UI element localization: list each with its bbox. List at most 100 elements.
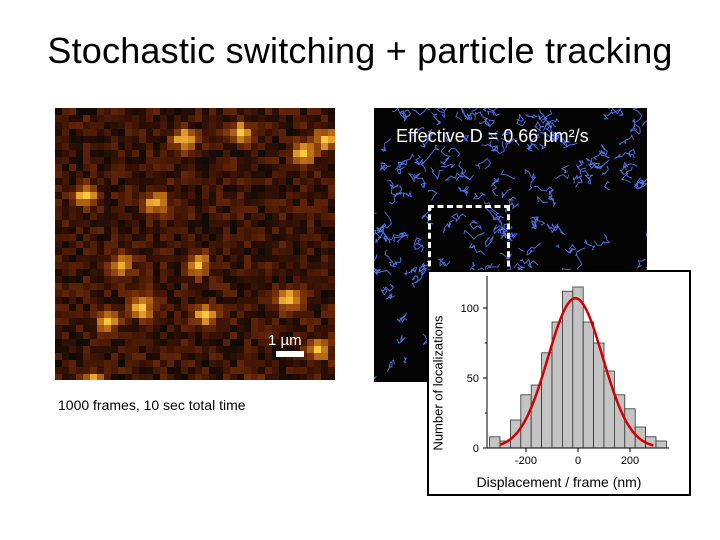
fluor-pixel — [230, 115, 237, 122]
fluor-pixel — [223, 164, 230, 171]
fluor-pixel — [69, 262, 76, 269]
fluor-pixel — [90, 164, 97, 171]
fluor-pixel — [55, 143, 62, 150]
fluor-pixel — [174, 318, 181, 325]
fluor-pixel — [230, 255, 237, 262]
fluor-pixel — [90, 122, 97, 129]
fluor-pixel — [160, 143, 167, 150]
particle-track — [490, 177, 500, 187]
fluor-pixel — [181, 255, 188, 262]
fluor-pixel — [286, 262, 293, 269]
fluor-pixel — [293, 115, 300, 122]
fluor-pixel — [230, 346, 237, 353]
fluor-pixel — [125, 143, 132, 150]
fluor-pixel — [230, 332, 237, 339]
fluor-pixel — [146, 192, 153, 199]
fluor-pixel — [321, 262, 328, 269]
fluor-pixel — [209, 353, 216, 360]
fluor-pixel — [300, 150, 307, 157]
fluor-pixel — [258, 318, 265, 325]
fluor-pixel — [314, 367, 321, 374]
fluor-pixel — [321, 213, 328, 220]
fluor-pixel — [153, 283, 160, 290]
fluor-pixel — [111, 339, 118, 346]
fluor-pixel — [69, 143, 76, 150]
fluor-pixel — [181, 276, 188, 283]
fluor-pixel — [90, 115, 97, 122]
fluor-pixel — [83, 318, 90, 325]
fluor-pixel — [244, 213, 251, 220]
fluor-pixel — [216, 171, 223, 178]
fluor-pixel — [265, 346, 272, 353]
fluor-pixel — [300, 374, 307, 380]
fluor-pixel — [76, 178, 83, 185]
particle-track — [519, 258, 539, 269]
fluor-pixel — [181, 304, 188, 311]
fluor-pixel — [300, 360, 307, 367]
fluor-pixel — [258, 339, 265, 346]
fluor-pixel — [125, 374, 132, 380]
fluor-pixel — [125, 290, 132, 297]
fluor-pixel — [258, 206, 265, 213]
fluor-pixel — [76, 269, 83, 276]
fluor-pixel — [167, 171, 174, 178]
fluor-pixel — [216, 339, 223, 346]
fluor-pixel — [328, 185, 335, 192]
fluor-pixel — [230, 304, 237, 311]
fluor-pixel — [90, 374, 97, 380]
fluor-pixel — [202, 318, 209, 325]
fluor-pixel — [153, 339, 160, 346]
fluor-pixel — [307, 325, 314, 332]
fluor-pixel — [55, 185, 62, 192]
fluor-pixel — [125, 241, 132, 248]
fluor-pixel — [314, 297, 321, 304]
fluor-pixel — [272, 108, 279, 115]
fluor-pixel — [237, 304, 244, 311]
fluor-pixel — [118, 297, 125, 304]
fluor-pixel — [125, 283, 132, 290]
fluor-pixel — [244, 367, 251, 374]
fluor-pixel — [328, 332, 335, 339]
fluor-pixel — [237, 367, 244, 374]
fluor-pixel — [209, 318, 216, 325]
fluor-pixel — [293, 122, 300, 129]
fluor-pixel — [174, 255, 181, 262]
fluor-pixel — [62, 164, 69, 171]
fluor-pixel — [307, 360, 314, 367]
fluor-pixel — [69, 115, 76, 122]
fluor-pixel — [160, 129, 167, 136]
fluor-pixel — [69, 346, 76, 353]
particle-track — [603, 111, 614, 120]
fluor-pixel — [293, 150, 300, 157]
fluor-pixel — [251, 248, 258, 255]
fluor-pixel — [321, 171, 328, 178]
fluor-pixel — [111, 311, 118, 318]
fluor-pixel — [55, 360, 62, 367]
fluor-pixel — [300, 255, 307, 262]
fluor-pixel — [174, 157, 181, 164]
fluor-pixel — [307, 367, 314, 374]
fluor-pixel — [195, 122, 202, 129]
fluor-pixel — [293, 234, 300, 241]
fluor-pixel — [167, 318, 174, 325]
fluor-pixel — [125, 360, 132, 367]
fluor-pixel — [195, 108, 202, 115]
particle-track — [411, 126, 425, 137]
fluor-pixel — [272, 115, 279, 122]
fluor-pixel — [230, 164, 237, 171]
fluor-pixel — [55, 220, 62, 227]
fluor-pixel — [62, 227, 69, 234]
fluor-pixel — [160, 290, 167, 297]
fluor-pixel — [195, 234, 202, 241]
fluor-pixel — [139, 220, 146, 227]
y-axis-label: Number of localizations — [430, 315, 446, 451]
fluor-pixel — [209, 276, 216, 283]
fluor-pixel — [62, 199, 69, 206]
fluor-pixel — [83, 353, 90, 360]
fluor-pixel — [132, 213, 139, 220]
fluor-pixel — [195, 248, 202, 255]
fluor-pixel — [195, 136, 202, 143]
fluor-pixel — [202, 276, 209, 283]
fluor-pixel — [188, 248, 195, 255]
fluor-pixel — [132, 353, 139, 360]
